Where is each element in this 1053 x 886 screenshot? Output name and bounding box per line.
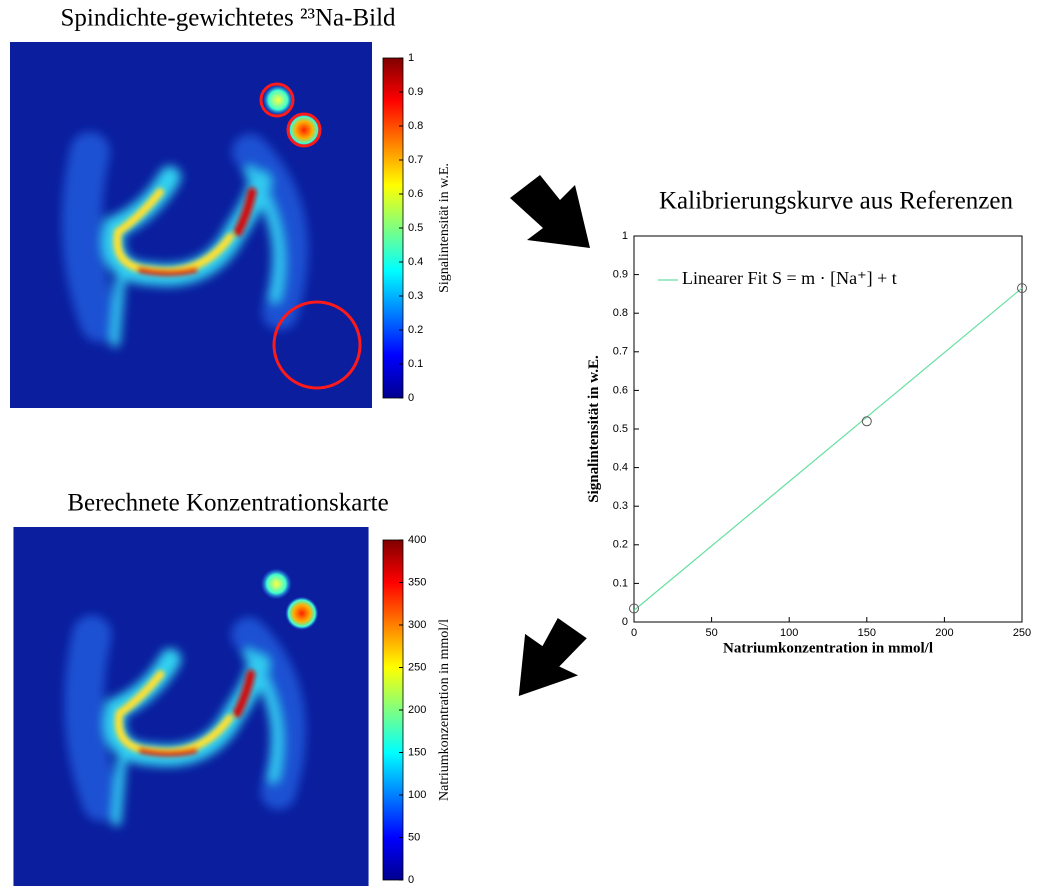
panel-title: Spindichte-gewichtetes ²³Na-Bild (60, 5, 396, 32)
colorbar-tick-label: 0.9 (408, 86, 423, 98)
y-tick-label: 0.9 (613, 269, 628, 281)
x-tick-label: 200 (935, 627, 953, 639)
data-point (1017, 283, 1027, 294)
x-tick-label: 0 (631, 627, 637, 639)
reference-circle (286, 112, 322, 148)
y-tick-label: 0.3 (613, 500, 628, 512)
colorbar-tick-label: 0.4 (408, 256, 423, 268)
y-tick-label: 1 (622, 230, 628, 242)
colorbar-tick-label: 400 (408, 534, 426, 546)
sodium-image (10, 42, 372, 408)
colorbar-tick-label: 200 (408, 704, 426, 716)
y-tick-label: 0.4 (613, 462, 628, 474)
colorbar-tick-label: 0.5 (408, 222, 423, 234)
x-tick-label: 100 (780, 627, 798, 639)
y-tick-label: 0.7 (613, 346, 628, 358)
colorbar-tick-label: 0 (408, 874, 414, 886)
colorbar-tick-label: 0.1 (408, 358, 423, 370)
y-tick-label: 0.8 (613, 307, 628, 319)
arrow (510, 175, 590, 248)
noise-circle (272, 300, 362, 390)
colorbar-tick-label: 0.2 (408, 324, 423, 336)
colorbar-tick-label: 50 (408, 831, 420, 843)
colorbar-tick-label: 0.6 (408, 188, 423, 200)
y-tick-label: 0.5 (613, 423, 628, 435)
fit-line (633, 287, 1023, 611)
colorbar-tick-label: 300 (408, 619, 426, 631)
colorbar-tick-label: 250 (408, 661, 426, 673)
colorbar-label: Natriumkonzentration in mmol/l (437, 619, 452, 801)
y-tick-label: 0.2 (613, 539, 628, 551)
chart-title: Kalibrierungskurve aus Referenzen (659, 188, 1014, 215)
x-tick-label: 50 (705, 627, 717, 639)
colorbar-tick-label: 0.3 (408, 290, 423, 302)
y-axis-label: Signalintensität in w.E. (586, 355, 602, 503)
x-axis-label: Natriumkonzentration in mmol/l (723, 640, 933, 656)
y-tick-label: 0.6 (613, 384, 628, 396)
legend-label: Linearer Fit S = m · [Na⁺] + t (682, 268, 897, 288)
colorbar-tick-label: 0.8 (408, 120, 423, 132)
y-tick-label: 0.1 (613, 577, 628, 589)
panel-title: Berechnete Konzentrationskarte (67, 490, 388, 517)
x-tick-label: 250 (1013, 627, 1031, 639)
colorbar-label: Signalintensität in w.E. (437, 163, 452, 293)
reference-circle (259, 82, 295, 118)
colorbar-tick-label: 0.7 (408, 154, 423, 166)
concentration-map (13, 527, 368, 886)
data-point (629, 603, 639, 614)
y-tick-label: 0 (622, 616, 628, 628)
colorbar-tick-label: 100 (408, 789, 426, 801)
arrow (518, 618, 587, 696)
plot-area (633, 235, 1023, 623)
colorbar-tick-label: 350 (408, 576, 426, 588)
x-tick-label: 150 (858, 627, 876, 639)
colorbar-tick-label: 0 (408, 392, 414, 404)
colorbar-tick-label: 1 (408, 52, 414, 64)
data-point (861, 416, 872, 427)
colorbar-tick-label: 150 (408, 746, 426, 758)
